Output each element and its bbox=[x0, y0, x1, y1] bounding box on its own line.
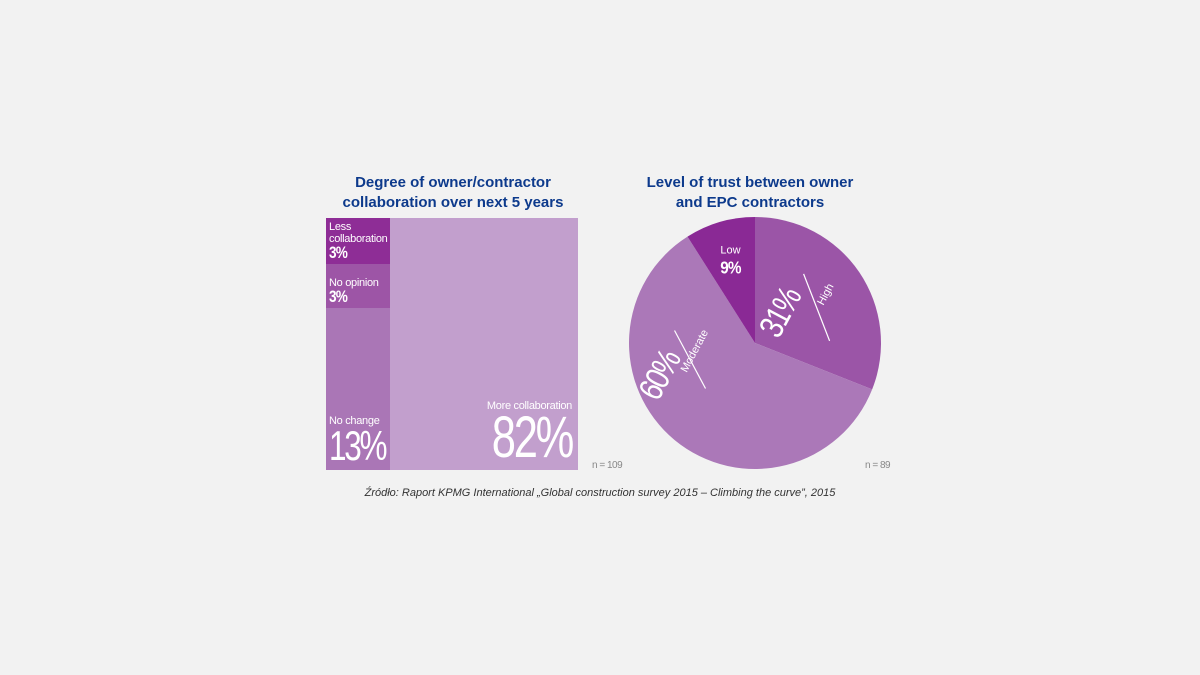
pie-slice-low bbox=[687, 217, 755, 343]
treemap-title-line-1: Degree of owner/contractor bbox=[355, 174, 551, 191]
treemap-title-line-2: collaboration over next 5 years bbox=[342, 194, 564, 211]
pie-label-divider-high bbox=[803, 273, 831, 342]
treemap-cell-value: 3% bbox=[329, 243, 348, 262]
treemap-cell-no-opinion: No opinion 3% bbox=[326, 264, 390, 308]
treemap-title: Degree of owner/contractor collaboration… bbox=[318, 173, 588, 213]
pie-slice-value-low: 9% bbox=[720, 257, 741, 277]
treemap-cell-label: More collaboration bbox=[486, 400, 572, 412]
treemap-cell-value: 82% bbox=[491, 405, 575, 470]
pie-sample-size: n = 89 bbox=[865, 460, 891, 471]
pie-slice-high bbox=[755, 217, 881, 390]
treemap-cell-label: Less bbox=[329, 221, 352, 233]
treemap-cell-value: 13% bbox=[329, 422, 388, 469]
pie-slice-label-low: Low bbox=[720, 244, 740, 256]
source-note: Źródło: Raport KPMG International „Globa… bbox=[364, 487, 836, 499]
treemap-cell-label: No change bbox=[329, 415, 380, 427]
pie-slice-moderate bbox=[629, 236, 873, 469]
pie-title-line-1: Level of trust between owner bbox=[646, 174, 854, 191]
treemap-cell-more-collaboration: More collaboration 82% bbox=[390, 218, 578, 470]
pie-label-divider-moderate bbox=[673, 330, 707, 389]
treemap-cell-label: No opinion bbox=[329, 277, 379, 289]
treemap-cell-no-change: No change 13% bbox=[326, 308, 390, 470]
treemap-cell-label: collaboration bbox=[329, 233, 388, 245]
treemap-cell-less-collaboration: Less collaboration 3% bbox=[326, 218, 390, 264]
collaboration-treemap: Less collaboration 3% No opinion 3% No c… bbox=[326, 218, 578, 470]
pie-title: Level of trust between owner and EPC con… bbox=[622, 173, 878, 213]
treemap-cell-value: 3% bbox=[329, 287, 348, 306]
treemap-sample-size: n = 109 bbox=[592, 460, 623, 471]
pie-title-line-2: and EPC contractors bbox=[675, 194, 825, 211]
